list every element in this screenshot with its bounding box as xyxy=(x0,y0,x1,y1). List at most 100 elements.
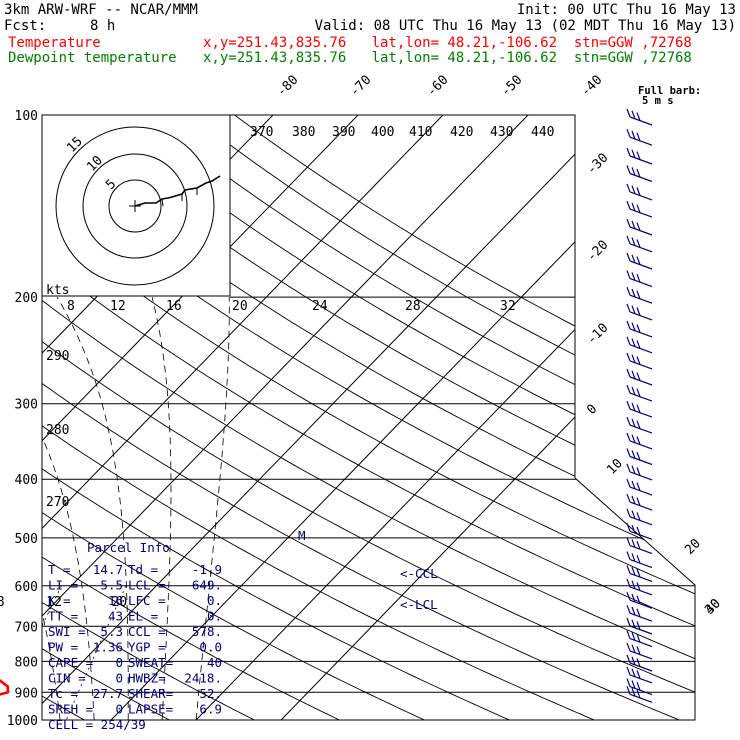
dewpoint-legend: Dewpoint temperature xyxy=(8,50,177,66)
parcel-info-v2: -1.9 xyxy=(192,562,222,577)
wind-barb-flag xyxy=(631,149,636,159)
parcel-info-k1: K = xyxy=(48,593,71,608)
forecast-hour: 8 h xyxy=(90,18,116,34)
model-title: 3km ARW-WRF -- NCAR/MMM xyxy=(4,2,198,18)
wind-barb-flag xyxy=(636,290,641,300)
freezing-marker: M xyxy=(298,528,306,543)
skewed-temperature-label: -60 xyxy=(424,73,451,100)
wind-barb-flag xyxy=(631,237,636,246)
wind-barb-flag xyxy=(636,646,641,655)
wind-barb xyxy=(626,666,653,684)
parcel-info-v1: 14.7 xyxy=(93,562,123,577)
dry-adiabat-line xyxy=(42,115,695,720)
parcel-info-k1: T = xyxy=(48,562,71,577)
wind-barb-flag xyxy=(636,482,641,491)
theta-label: 400 xyxy=(371,125,394,140)
skewed-temperature-label: 0 xyxy=(584,402,600,418)
wind-barb-flag xyxy=(631,644,636,653)
wind-barb-staff xyxy=(629,116,653,126)
wind-barb-flag xyxy=(626,384,631,394)
wind-barb-staff xyxy=(629,638,653,648)
wind-barb xyxy=(626,523,653,540)
speed-label: 32 xyxy=(500,299,516,314)
temperature-location: x,y=251.43,835.76 lat,lon= 48.21,-106.62… xyxy=(203,35,692,51)
dry-adiabat-line xyxy=(146,115,695,720)
wind-barb-key-unit: 5 m s xyxy=(642,95,674,107)
wind-barb-staff xyxy=(629,360,653,370)
wind-barb-flag xyxy=(631,566,636,576)
wind-barb-staff xyxy=(629,208,653,218)
theta-label: 370 xyxy=(250,125,273,140)
wind-barb-flag xyxy=(626,678,631,687)
wind-barb-staff xyxy=(629,471,653,481)
hodograph-inset: 15 10 5 xyxy=(41,114,231,297)
wind-barb xyxy=(626,183,653,201)
wind-barb-flag xyxy=(636,568,641,578)
wind-barb-staff xyxy=(629,226,653,236)
side-theta-label: 280 xyxy=(46,423,69,438)
wind-barb-staff xyxy=(629,662,653,672)
speed-label: 16 xyxy=(166,299,182,314)
dry-adiabat-line xyxy=(234,115,695,720)
wind-barb-flag xyxy=(636,420,641,429)
skewed-temperature-label: 40 xyxy=(702,596,724,618)
skewed-temperature-label: -80 xyxy=(274,73,301,100)
speed-label: 8 xyxy=(67,299,75,314)
parcel-info-k2: EL = xyxy=(128,609,158,624)
wind-barb-flag xyxy=(636,132,641,142)
wind-barb xyxy=(626,591,653,609)
wind-barb-staff xyxy=(629,155,653,165)
mixing-ratio-label: 12 xyxy=(46,595,62,610)
wind-barb-flag xyxy=(631,354,636,363)
wind-barb xyxy=(626,200,653,218)
isotherm-line xyxy=(42,115,444,720)
wind-barb-flag xyxy=(631,510,636,519)
parcel-info-k2: SWEAT= xyxy=(128,655,173,670)
parcel-info-k2: SHEAR= xyxy=(128,686,173,701)
wind-barb-flag xyxy=(626,270,631,279)
parcel-info-v2: 52. xyxy=(199,686,222,701)
wind-barb-flag xyxy=(626,642,631,652)
wind-barb-flag xyxy=(631,220,636,230)
wind-barb xyxy=(626,630,653,648)
wind-barb-flag xyxy=(626,108,631,118)
parcel-info-k2: LCL = xyxy=(128,578,166,593)
wind-barb-flag xyxy=(636,204,641,213)
wind-barb-staff xyxy=(629,501,653,511)
wind-barb-staff xyxy=(629,559,653,569)
wind-barb xyxy=(626,108,653,126)
wind-barb xyxy=(626,678,653,696)
wind-barb-flag xyxy=(631,524,636,534)
wind-barb-flag xyxy=(636,273,641,283)
wind-barb-flag xyxy=(636,404,641,413)
wind-barb-flag xyxy=(636,689,641,699)
hodograph-tick xyxy=(161,198,164,207)
wind-barb-flag xyxy=(631,434,636,443)
parcel-info-v1: 5.3 xyxy=(100,624,123,639)
wind-barb-staff xyxy=(629,243,653,253)
theta-label: 420 xyxy=(450,125,473,140)
wind-barb-flag xyxy=(631,465,636,474)
wind-barb xyxy=(626,654,653,672)
wind-barb xyxy=(626,147,653,165)
wind-barb xyxy=(626,218,653,236)
dry-adiabat-line xyxy=(42,115,695,720)
wind-barb-flag xyxy=(626,604,631,614)
isotherm-line xyxy=(195,115,695,720)
wind-barb xyxy=(626,270,653,288)
skewed-temperature-label: -20 xyxy=(584,238,611,265)
wind-barb-flag xyxy=(626,666,631,676)
wind-barb-flag xyxy=(626,352,631,362)
wind-barb xyxy=(626,578,653,596)
wind-barb-flag xyxy=(631,480,636,490)
wind-barb xyxy=(626,551,653,569)
wind-barb-flag xyxy=(626,617,631,627)
parcel-info-v1: 1.36 xyxy=(93,640,123,655)
temperature-legend: Temperature xyxy=(8,35,101,51)
wind-barb-flag xyxy=(626,128,631,138)
parcel-info-k1: LI = xyxy=(48,578,78,593)
wind-barb-flag xyxy=(636,307,641,316)
side-theta-label: 270 xyxy=(46,495,69,510)
pressure-tick-label: 900 xyxy=(15,686,38,701)
